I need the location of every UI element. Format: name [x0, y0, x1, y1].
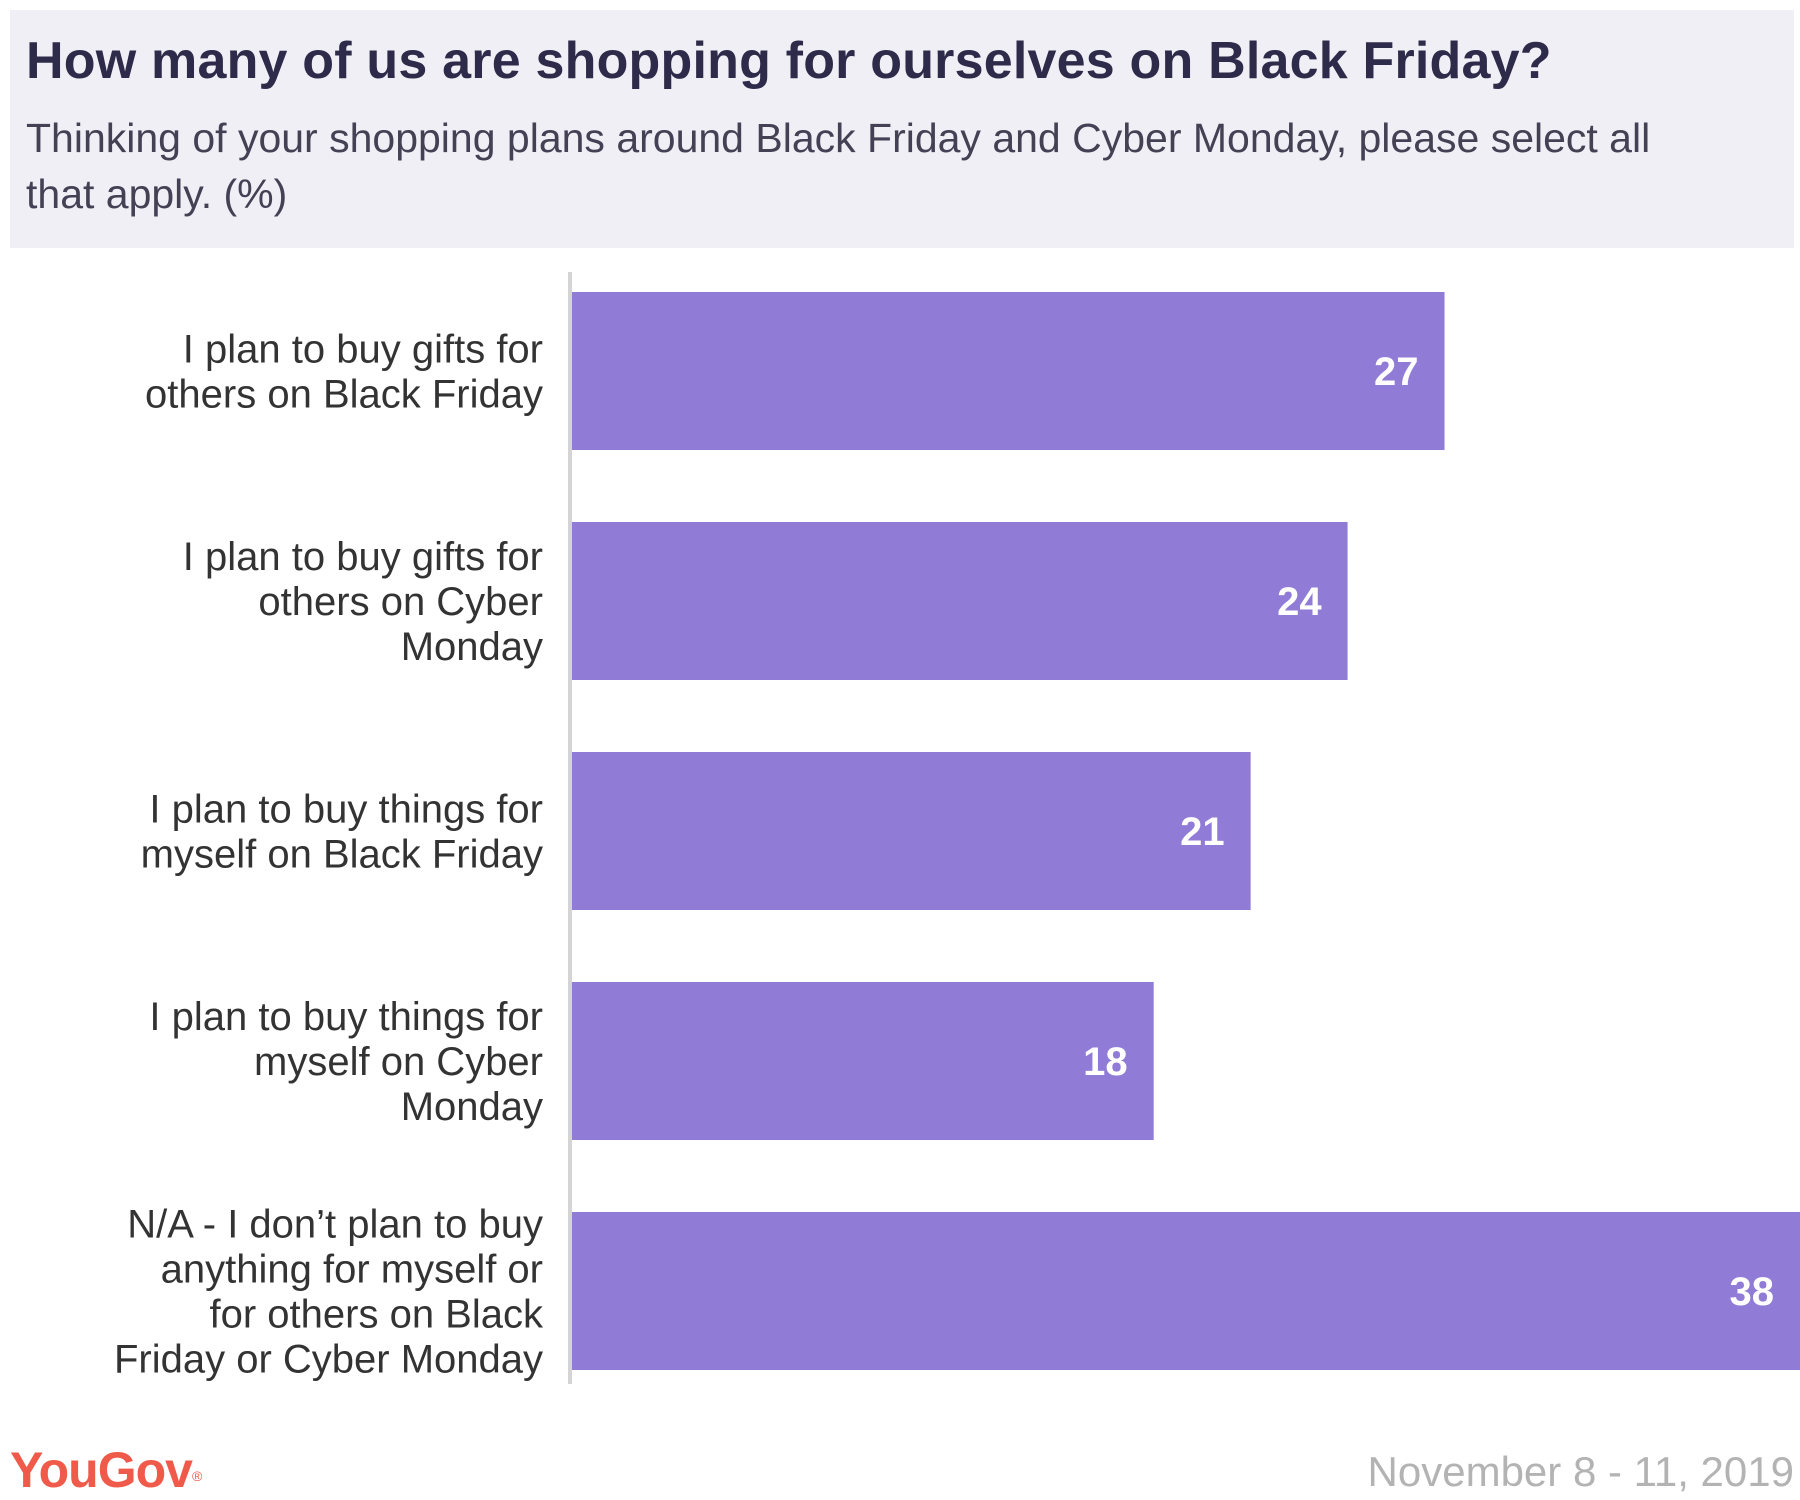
category-label: N/A - I don’t plan to buy anything for my… — [114, 1203, 544, 1382]
category-label-line: Monday — [401, 625, 543, 669]
bar-value-label: 38 — [1730, 1270, 1775, 1314]
category-label-line: I plan to buy gifts for — [183, 535, 543, 579]
category-label-line: anything for myself or — [161, 1248, 543, 1292]
category-label-line: for others on Black — [210, 1293, 544, 1337]
category-label: I plan to buy gifts for others on Black F… — [145, 328, 543, 417]
chart-subtitle: Thinking of your shopping plans around B… — [26, 115, 1651, 217]
bar — [572, 522, 1348, 680]
category-label-line: Monday — [401, 1085, 543, 1129]
chart-header: How many of us are shopping for ourselve… — [10, 10, 1794, 248]
bar — [572, 982, 1154, 1140]
category-label-line: I plan to buy things for — [149, 995, 543, 1039]
category-label-line: I plan to buy gifts for — [183, 328, 543, 372]
bar-value-label: 24 — [1277, 580, 1322, 624]
category-label-line: others on Cyber — [258, 580, 543, 624]
category-label-line: myself on Black Friday — [141, 833, 543, 877]
category-label-line: I plan to buy things for — [149, 788, 543, 832]
bar — [572, 1212, 1800, 1370]
bar — [572, 752, 1251, 910]
bar-value-label: 18 — [1083, 1040, 1128, 1084]
survey-date: November 8 - 11, 2019 — [1367, 1448, 1794, 1495]
yougov-logo: YouGov® — [10, 1442, 203, 1498]
category-label-line: myself on Cyber — [254, 1040, 543, 1084]
category-label: I plan to buy gifts for others on Cyber Mo… — [183, 535, 543, 669]
bar-value-label: 27 — [1374, 350, 1419, 394]
category-label-line: N/A - I don’t plan to buy — [127, 1203, 543, 1247]
category-label: I plan to buy things for myself on Cyber M… — [149, 995, 543, 1129]
bar — [572, 292, 1445, 450]
bar-value-label: 21 — [1180, 810, 1225, 854]
category-label-line: Friday or Cyber Monday — [114, 1338, 543, 1382]
category-label-line: others on Black Friday — [145, 373, 543, 417]
category-label: I plan to buy things for myself on Black … — [141, 788, 543, 877]
chart-title: How many of us are shopping for ourselve… — [26, 32, 1552, 90]
